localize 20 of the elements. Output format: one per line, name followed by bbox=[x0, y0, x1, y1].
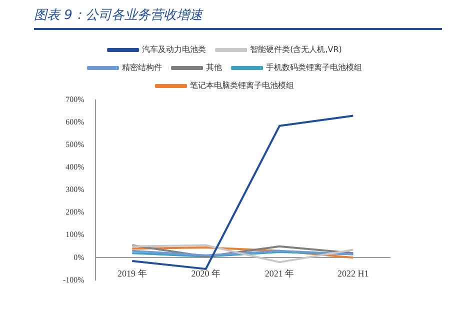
y-tick-label: -100% bbox=[63, 275, 85, 284]
y-tick-label: 300% bbox=[66, 185, 85, 194]
x-tick-label: 2022 H1 bbox=[338, 268, 369, 278]
legend-label: 汽车及动力电池类 bbox=[142, 45, 206, 54]
y-tick-label: 400% bbox=[66, 162, 85, 172]
legend-label: 手机数码类锂离子电池模组 bbox=[266, 63, 362, 72]
legend-label: 精密结构件 bbox=[122, 63, 162, 72]
y-tick-label: 500% bbox=[66, 140, 85, 150]
legend-label: 笔记本电脑类锂离子电池模组 bbox=[190, 81, 294, 90]
x-tick-label: 2019 年 bbox=[118, 268, 147, 278]
y-tick-label: 100% bbox=[66, 230, 85, 240]
y-tick-label: 700% bbox=[66, 95, 85, 104]
x-tick-label: 2021 年 bbox=[264, 268, 294, 278]
legend-label: 智能硬件类(含无人机,VR) bbox=[250, 45, 342, 54]
x-tick-label: 2020 年 bbox=[191, 268, 220, 278]
y-tick-label: 0% bbox=[74, 252, 85, 262]
legend-label: 其他 bbox=[206, 63, 222, 72]
chart-title: 图表 9：公司各业务营收增速 bbox=[34, 6, 442, 30]
y-tick-label: 200% bbox=[66, 208, 85, 217]
y-tick-label: 600% bbox=[66, 118, 85, 127]
